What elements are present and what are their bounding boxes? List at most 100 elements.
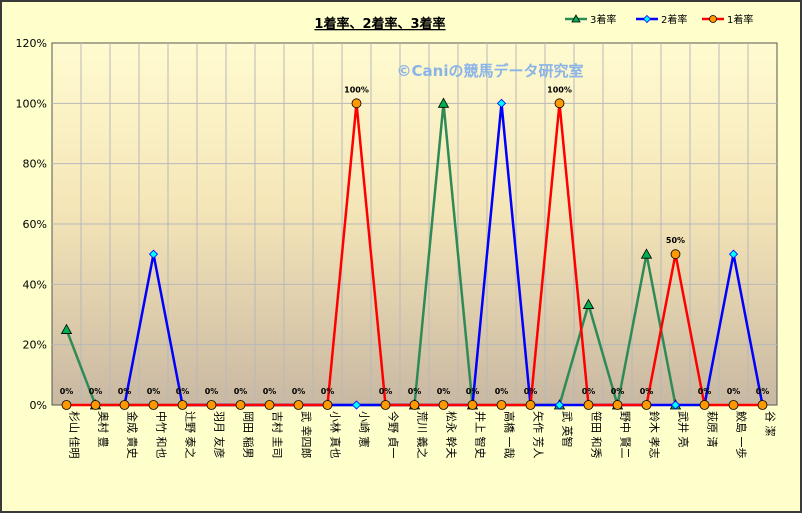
y-tick-label: 100% xyxy=(16,97,47,110)
data-point xyxy=(119,400,130,410)
data-point xyxy=(409,400,420,410)
data-label: 0% xyxy=(524,387,538,396)
data-label: 0% xyxy=(147,387,161,396)
data-point xyxy=(554,400,565,410)
x-tick-text: 高橋 一哉 xyxy=(503,411,517,459)
x-tick-text: 井上 智史 xyxy=(474,411,488,459)
x-tick-text: 矢作 芳人 xyxy=(532,411,546,459)
x-tick-text: 奥村 豊 xyxy=(97,411,111,448)
data-label: 0% xyxy=(118,387,132,396)
legend: 3着率 2着率 1着率 xyxy=(565,13,753,26)
data-label: 0% xyxy=(640,387,654,396)
data-label: 0% xyxy=(89,387,103,396)
data-label: 0% xyxy=(495,387,509,396)
data-point xyxy=(206,400,217,410)
x-tick-text: 笹田 和秀 xyxy=(590,411,603,459)
data-point xyxy=(437,97,450,108)
x-tick-label: 松永 幹夫 xyxy=(445,411,459,459)
x-tick-text: 野中 賢二 xyxy=(619,411,632,459)
data-label: 50% xyxy=(666,236,685,245)
y-tick-label: 40% xyxy=(23,278,47,291)
legend-marker xyxy=(642,14,652,24)
y-tick-label: 20% xyxy=(23,339,47,352)
x-tick-label: 杉山 佳明 xyxy=(68,411,82,459)
data-point xyxy=(670,400,681,410)
data-point xyxy=(148,249,159,259)
x-tick-text: 杉山 佳明 xyxy=(68,411,82,459)
data-label: 0% xyxy=(437,387,451,396)
x-tick-label: 岡田 稲男 xyxy=(242,411,255,459)
x-tick-label: 奥村 豊 xyxy=(97,411,111,448)
legend-label: 1着率 xyxy=(727,13,753,26)
x-tick-label: 高橋 一哉 xyxy=(503,411,517,459)
data-label: 0% xyxy=(727,387,741,396)
data-point xyxy=(612,400,623,410)
data-point xyxy=(380,400,391,410)
data-label: 0% xyxy=(234,387,248,396)
watermark-text: ©Caniの競馬データ研究室 xyxy=(397,62,584,80)
data-point xyxy=(640,248,653,259)
data-label: 0% xyxy=(756,387,770,396)
data-point xyxy=(322,400,333,410)
data-label: 0% xyxy=(379,387,393,396)
data-point xyxy=(351,400,362,410)
legend-label: 2着率 xyxy=(661,13,687,26)
x-tick-label: 野中 賢二 xyxy=(619,411,632,459)
data-label: 100% xyxy=(344,85,369,94)
data-label: 0% xyxy=(176,387,190,396)
data-point xyxy=(496,400,507,410)
y-tick-label: 80% xyxy=(23,158,47,171)
x-tick-label: 谷 潔 xyxy=(764,411,778,437)
data-point xyxy=(293,400,304,410)
y-tick-label: 120% xyxy=(16,37,47,50)
x-tick-label: 荒川 義之 xyxy=(416,411,430,459)
x-tick-text: 松永 幹夫 xyxy=(445,411,459,459)
x-tick-text: 鈴木 孝志 xyxy=(648,411,662,459)
x-tick-text: 辻野 泰之 xyxy=(184,411,198,459)
data-point xyxy=(61,400,72,410)
data-point xyxy=(60,323,73,334)
data-point xyxy=(728,400,739,410)
data-point xyxy=(90,400,101,410)
x-tick-text: 武 英智 xyxy=(561,411,575,448)
x-tick-label: 小崎 憲 xyxy=(358,411,372,448)
data-point xyxy=(438,400,449,410)
x-tick-label: 羽月 友彦 xyxy=(213,411,227,459)
x-tick-label: 吉村 圭司 xyxy=(271,411,285,459)
x-tick-text: 鮫島 一歩 xyxy=(735,411,749,459)
data-point xyxy=(583,400,594,410)
data-label: 0% xyxy=(611,387,625,396)
x-tick-label: 笹田 和秀 xyxy=(590,411,603,459)
data-point xyxy=(757,400,768,410)
data-point xyxy=(728,249,739,259)
x-tick-label: 武井 亮 xyxy=(677,411,691,448)
data-point xyxy=(670,249,681,260)
data-label: 0% xyxy=(321,387,335,396)
data-point xyxy=(467,400,478,410)
data-label: 100% xyxy=(547,85,572,94)
y-tick-label: 60% xyxy=(23,218,47,231)
x-tick-text: 吉村 圭司 xyxy=(271,411,285,459)
x-tick-label: 辻野 泰之 xyxy=(184,411,198,459)
x-tick-label: 武 幸四郎 xyxy=(300,411,314,459)
data-label: 0% xyxy=(60,387,74,396)
x-tick-text: 萩原 清 xyxy=(706,411,719,448)
x-tick-text: 谷 潔 xyxy=(764,411,778,437)
x-tick-label: 武 英智 xyxy=(561,411,575,448)
x-tick-text: 武 幸四郎 xyxy=(300,411,314,459)
data-point xyxy=(699,400,710,410)
x-tick-label: 矢作 芳人 xyxy=(532,411,546,459)
legend-label: 3着率 xyxy=(590,13,616,26)
data-label: 0% xyxy=(582,387,596,396)
data-point xyxy=(525,400,536,410)
x-tick-label: 井上 智史 xyxy=(474,411,488,459)
x-tick-text: 小崎 憲 xyxy=(358,411,372,448)
x-tick-text: 今野 貞一 xyxy=(387,411,401,459)
data-label: 0% xyxy=(292,387,306,396)
legend-marker xyxy=(709,15,717,23)
x-tick-text: 金成 貴史 xyxy=(126,411,140,459)
chart-title: 1着率、2着率、3着率 xyxy=(314,16,445,32)
x-tick-label: 鈴木 孝志 xyxy=(648,411,662,459)
x-tick-text: 中竹 和也 xyxy=(155,411,169,459)
data-point xyxy=(177,400,188,410)
